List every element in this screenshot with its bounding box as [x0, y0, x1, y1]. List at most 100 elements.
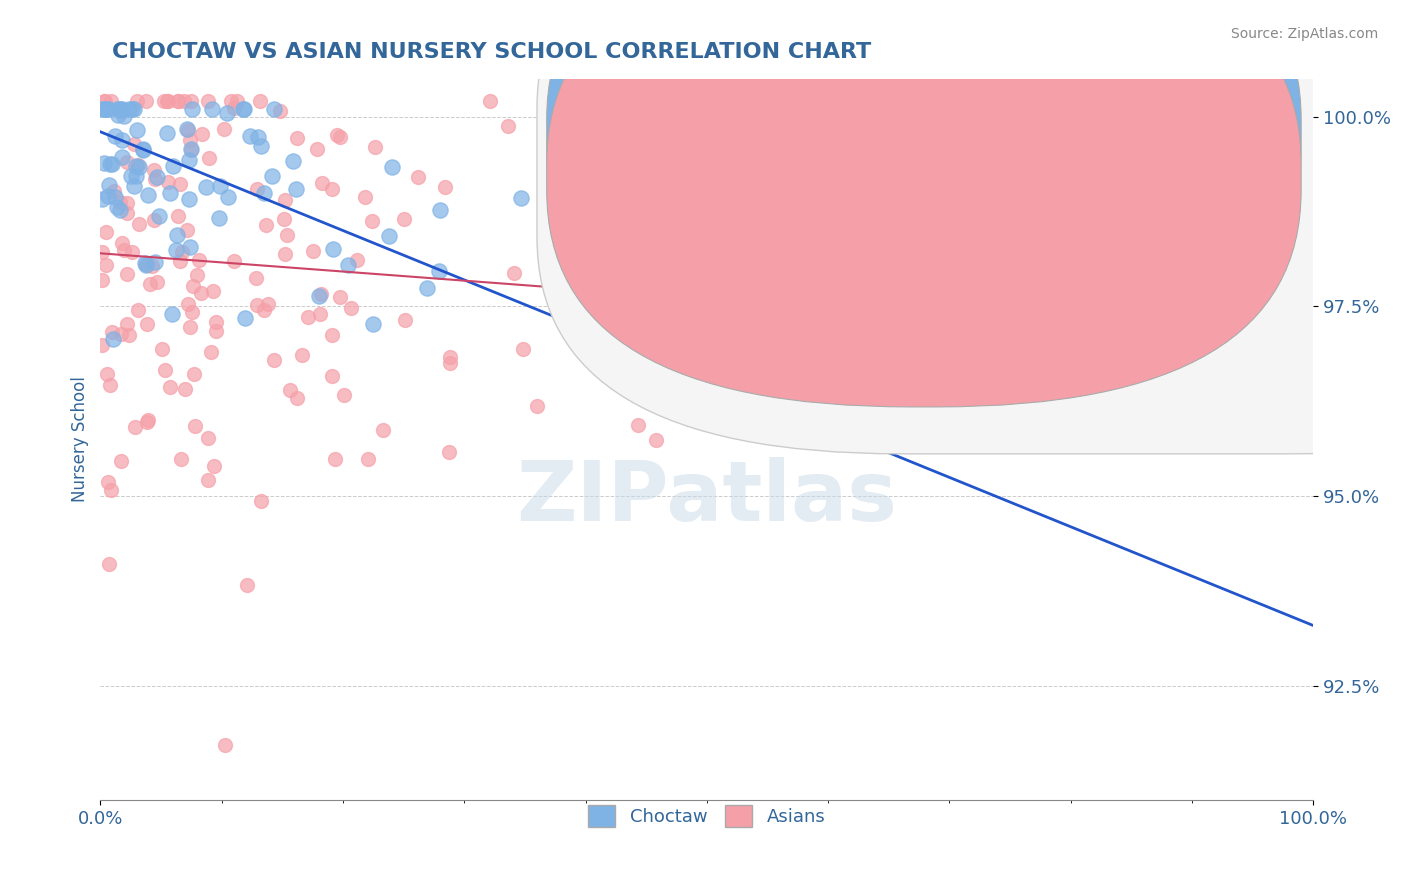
Point	[132, 143, 155, 157]
Point	[644, 434, 666, 448]
Point	[246, 298, 269, 312]
Point	[434, 180, 457, 194]
Point	[107, 108, 129, 122]
Point	[139, 277, 162, 292]
Point	[381, 160, 404, 174]
Point	[541, 245, 564, 260]
Point	[576, 191, 599, 205]
Point	[214, 738, 236, 752]
Point	[94, 102, 117, 116]
Point	[97, 188, 120, 202]
Point	[232, 102, 254, 116]
Point	[219, 95, 242, 109]
Point	[179, 240, 201, 254]
Point	[269, 103, 291, 118]
Point	[263, 353, 285, 368]
Point	[143, 171, 166, 186]
Point	[135, 258, 157, 272]
Point	[104, 189, 127, 203]
Point	[260, 169, 283, 183]
Point	[166, 227, 188, 242]
Point	[110, 133, 132, 147]
Point	[177, 123, 200, 137]
Point	[222, 101, 245, 115]
Point	[326, 128, 349, 143]
Point	[439, 350, 461, 364]
Point	[108, 102, 131, 116]
Point	[96, 102, 118, 116]
Point	[150, 342, 173, 356]
Legend: Choctaw, Asians: Choctaw, Asians	[581, 798, 832, 835]
Point	[357, 452, 380, 467]
Text: R = -0.164   N =  81: R = -0.164 N = 81	[943, 124, 1126, 142]
Point	[194, 180, 217, 194]
Point	[246, 130, 269, 145]
Point	[321, 369, 343, 384]
Point	[512, 342, 534, 356]
Point	[190, 285, 212, 300]
Point	[302, 244, 325, 258]
Point	[190, 128, 212, 142]
Point	[108, 202, 131, 217]
Point	[90, 273, 112, 287]
Point	[378, 228, 401, 243]
Point	[112, 108, 135, 122]
Point	[309, 287, 332, 301]
Point	[145, 169, 167, 184]
Point	[117, 317, 139, 331]
Point	[217, 190, 239, 204]
Point	[165, 243, 187, 257]
Point	[98, 178, 121, 193]
Point	[321, 182, 343, 196]
Point	[157, 95, 180, 109]
Point	[115, 206, 138, 220]
Point	[94, 102, 117, 116]
Point	[103, 184, 125, 198]
Point	[153, 363, 176, 377]
Point	[127, 303, 149, 318]
Point	[110, 194, 132, 209]
Point	[108, 102, 131, 116]
Point	[90, 338, 112, 352]
Point	[239, 128, 262, 143]
Point	[127, 95, 149, 109]
Point	[406, 169, 429, 184]
Point	[90, 244, 112, 259]
Point	[128, 217, 150, 231]
Point	[285, 391, 308, 405]
Point	[201, 284, 224, 298]
Point	[115, 196, 138, 211]
Point	[136, 318, 159, 332]
Point	[427, 264, 450, 278]
Point	[143, 163, 166, 178]
Point	[308, 289, 330, 303]
Point	[124, 420, 146, 434]
Point	[176, 122, 198, 136]
Point	[97, 475, 120, 489]
Point	[373, 424, 395, 438]
Point	[173, 95, 195, 109]
Point	[124, 169, 146, 184]
FancyBboxPatch shape	[537, 0, 1406, 454]
Point	[169, 177, 191, 191]
Point	[526, 399, 548, 413]
Point	[167, 95, 190, 109]
Point	[208, 211, 231, 225]
Point	[132, 142, 155, 156]
Point	[122, 102, 145, 116]
Point	[101, 157, 124, 171]
Point	[346, 252, 368, 267]
Point	[205, 324, 228, 338]
Point	[91, 102, 114, 116]
Point	[146, 275, 169, 289]
Point	[274, 193, 297, 207]
Point	[110, 454, 132, 468]
Point	[225, 95, 247, 109]
Point	[392, 212, 415, 227]
Point	[127, 158, 149, 172]
Point	[181, 305, 204, 319]
Point	[180, 144, 202, 158]
Point	[233, 310, 256, 325]
Point	[105, 200, 128, 214]
Point	[284, 182, 307, 196]
